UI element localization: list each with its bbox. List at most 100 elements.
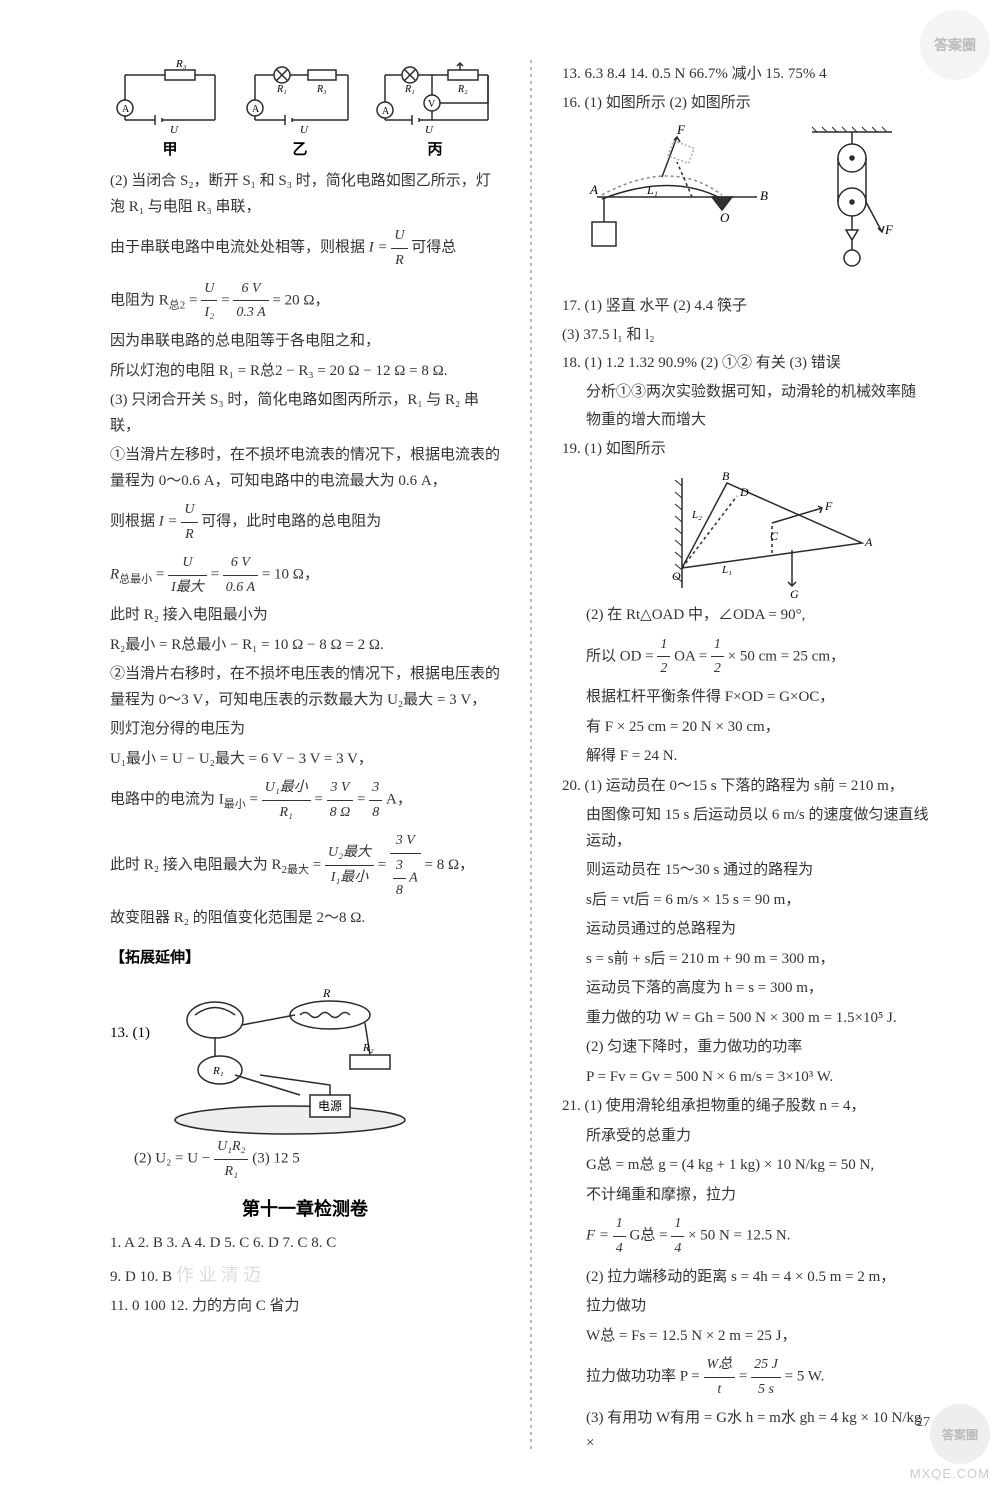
- svg-text:C: C: [770, 529, 779, 543]
- svg-text:A: A: [382, 106, 390, 117]
- svg-text:O: O: [672, 569, 681, 583]
- r-q20-2: 由图像可知 15 s 后运动员以 6 m/s 的速度做匀速直线运动，: [562, 803, 930, 854]
- q13-row: 13. (1) R R₁ R₂ 电源: [110, 975, 500, 1135]
- svg-text:U: U: [425, 124, 434, 135]
- left-p8: 则根据 I = UR 可得，此时电路的总电阻为: [110, 498, 500, 547]
- r-q20-1: 20. (1) 运动员在 0～15 s 下落的路程为 s前 = 210 m，: [562, 774, 930, 800]
- circuit-label-1: 甲: [110, 138, 230, 159]
- extension-title: 【拓展延伸】: [110, 946, 500, 967]
- svg-text:R₁: R₁: [212, 1065, 224, 1077]
- r-q19: 19. (1) 如图所示: [562, 435, 930, 464]
- left-p2: 由于串联电路中电流处处相等，则根据 I = UR 可得总: [110, 224, 500, 273]
- left-p9: R总最小 = UI最大 = 6 V0.6 A = 10 Ω，: [110, 551, 500, 600]
- svg-text:F: F: [676, 122, 686, 137]
- circuit-label-3: 丙: [370, 138, 500, 159]
- right-column: 13. 6.3 8.4 14. 0.5 N 66.7% 减小 15. 75% 4…: [562, 60, 930, 1451]
- r-q21-3: G总 = m总 g = (4 kg + 1 kg) × 10 N/kg = 50…: [562, 1153, 930, 1179]
- svg-text:R₃: R₃: [316, 84, 327, 95]
- svg-text:U: U: [300, 124, 309, 135]
- t: 由于串联电路中电流处处相等，则根据: [110, 240, 369, 256]
- ans-line-2: 9. D 10. B 作 业 清 迈: [110, 1258, 500, 1292]
- left-column: R₃ A U 甲 R₁: [110, 60, 500, 1451]
- watermark-bottom-url: MXQE.COM: [910, 1466, 990, 1481]
- circuit-svg-2: R₁ R₃ A U: [240, 60, 360, 135]
- pulley-diagram: F: [802, 122, 902, 282]
- r-q19-6: 解得 F = 24 N.: [562, 744, 930, 770]
- chapter-title: 第十一章检测卷: [110, 1195, 500, 1221]
- watermark-top-text: 答案圈: [934, 35, 976, 55]
- q13-label: 13. (1): [110, 975, 150, 1042]
- circuit-1: R₃ A U 甲: [110, 60, 230, 159]
- r-q21-4: 不计绳重和摩擦，拉力: [562, 1183, 930, 1209]
- t: 可得总: [411, 240, 456, 256]
- circuit-diagrams: R₃ A U 甲 R₁: [110, 60, 500, 159]
- svg-text:R₁: R₁: [276, 84, 287, 95]
- fig16-row: F A B O L₁: [582, 122, 930, 282]
- circuit-svg-1: R₃ A U: [110, 60, 230, 135]
- svg-text:F: F: [824, 499, 833, 513]
- r-q21-9: 拉力做功功率 P = W总t = 25 J5 s = 5 W.: [562, 1353, 930, 1402]
- svg-text:A: A: [864, 535, 873, 549]
- svg-text:R₂: R₂: [362, 1042, 374, 1054]
- circuit-label-2: 乙: [240, 138, 360, 159]
- r-q21-5: F = 14 G总 = 14 × 50 N = 12.5 N.: [562, 1212, 930, 1261]
- t: I =: [369, 240, 388, 256]
- r-q21-2: 所承受的总重力: [562, 1124, 930, 1150]
- r-q21-8: W总 = Fs = 12.5 N × 2 m = 25 J，: [562, 1324, 930, 1350]
- svg-text:A: A: [122, 104, 130, 115]
- r-q19-3: 所以 OD = 12 OA = 12 × 50 cm = 25 cm，: [562, 633, 930, 682]
- r-q18: 18. (1) 1.2 1.32 90.9% (2) ①② 有关 (3) 错误: [562, 349, 930, 378]
- left-p12: ②当滑片右移时，在不损坏电压表的情况下，根据电压表的量程为 0～3 V，可知电压…: [110, 662, 500, 713]
- left-p11: R₂最小 = R总最小 − R₁ = 10 Ω − 8 Ω = 2 Ω.: [110, 633, 500, 659]
- svg-text:R: R: [322, 986, 331, 1000]
- ans-line-3: 11. 0 100 12. 力的方向 C 省力: [110, 1292, 500, 1321]
- left-p14: U₁最小 = U − U₂最大 = 6 V − 3 V = 3 V，: [110, 747, 500, 773]
- watermark-bottom: 答案圈 MXQE.COM: [910, 1404, 990, 1481]
- r-q20-10: P = Fv = Gv = 500 N × 6 m/s = 3×10³ W.: [562, 1065, 930, 1091]
- svg-text:V: V: [428, 99, 436, 110]
- svg-text:A: A: [589, 182, 598, 197]
- column-divider: [530, 60, 532, 1451]
- r-q19-5: 有 F × 25 cm = 20 N × 30 cm，: [562, 715, 930, 741]
- r-q18b: 分析①③两次实验数据可知，动滑轮的机械效率随物重的增大而增大: [562, 378, 930, 435]
- svg-text:R₁: R₁: [404, 84, 415, 95]
- svg-text:A: A: [252, 104, 260, 115]
- r-q20-7: 运动员下落的高度为 h = s = 300 m，: [562, 976, 930, 1002]
- circuit-svg-3: R₁ R₂ A V U: [370, 60, 500, 135]
- device-diagram: R R₁ R₂ 电源: [160, 975, 420, 1135]
- left-p13: 则灯泡分得的电压为: [110, 717, 500, 743]
- r-l1: 13. 6.3 8.4 14. 0.5 N 66.7% 减小 15. 75% 4: [562, 60, 930, 89]
- svg-text:L₁: L₁: [646, 183, 658, 197]
- svg-text:O: O: [720, 210, 730, 225]
- left-p6: (3) 只闭合开关 S₃ 时，简化电路如图丙所示，R₁ 与 R₂ 串联，: [110, 388, 500, 439]
- left-p16: 此时 R₂ 接入电阻最大为 R2最大 = U₂最大I₁最小 = 3 V 38 A…: [110, 829, 500, 902]
- svg-text:D: D: [739, 485, 749, 499]
- left-p10: 此时 R₂ 接入电阻最小为: [110, 603, 500, 629]
- r-q21-10: (3) 有用功 W有用 = G水 h = m水 gh = 4 kg × 10 N…: [562, 1406, 930, 1457]
- r-q17b: (3) 37.5 l₁ 和 l₂: [562, 321, 930, 350]
- r-q21-6: (2) 拉力端移动的距离 s = 4h = 4 × 0.5 m = 2 m，: [562, 1265, 930, 1291]
- svg-text:电源: 电源: [318, 1099, 342, 1113]
- lever-diagram: F A B O L₁: [582, 122, 772, 262]
- left-p15: 电路中的电流为 I最小 = U₁最小R₁ = 3 V8 Ω = 38 A，: [110, 776, 500, 825]
- svg-text:R₃: R₃: [175, 60, 187, 70]
- left-p17: 故变阻器 R₂ 的阻值变化范围是 2～8 Ω.: [110, 906, 500, 932]
- r-q17: 17. (1) 竖直 水平 (2) 4.4 筷子: [562, 292, 930, 321]
- svg-text:G: G: [790, 587, 799, 598]
- r-q21-7: 拉力做功: [562, 1294, 930, 1320]
- r-q20-6: s = s前 + s后 = 210 m + 90 m = 300 m，: [562, 947, 930, 973]
- svg-text:F: F: [884, 222, 894, 237]
- fig19: B D F C A G O L₁ L₂: [662, 468, 930, 598]
- r-q20-8: 重力做的功 W = Gh = 500 N × 300 m = 1.5×10⁵ J…: [562, 1006, 930, 1032]
- left-p5: 所以灯泡的电阻 R₁ = R总2 − R₃ = 20 Ω − 12 Ω = 8 …: [110, 359, 500, 385]
- r-q19-2: (2) 在 Rt△OAD 中，∠ODA = 90°,: [562, 603, 930, 629]
- svg-text:B: B: [760, 188, 768, 203]
- watermark-top-icon: 答案圈: [920, 10, 990, 80]
- svg-text:L₁: L₁: [721, 564, 732, 576]
- r-q20-3: 则运动员在 15～30 s 通过的路程为: [562, 858, 930, 884]
- watermark-bottom-circle: 答案圈: [930, 1404, 990, 1464]
- svg-text:R₂: R₂: [457, 84, 468, 95]
- circuit-2: R₁ R₃ A U 乙: [240, 60, 360, 159]
- left-p4: 因为串联电路的总电阻等于各电阻之和，: [110, 329, 500, 355]
- r-l2: 16. (1) 如图所示 (2) 如图所示: [562, 89, 930, 118]
